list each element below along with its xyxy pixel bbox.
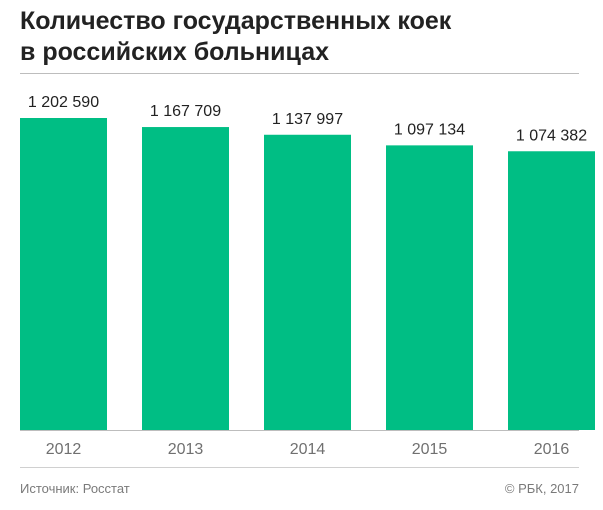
x-tick-label-2015: 2015	[412, 441, 448, 458]
copyright-note: © РБК, 2017	[504, 481, 579, 496]
source-note: Источник: Росстат	[20, 481, 130, 496]
bar-2016	[508, 151, 595, 431]
bar-chart: 1 202 590 2012 1 167 709 2013 1 137 997 2014 1…	[20, 94, 595, 458]
bar-2014	[264, 134, 351, 431]
value-label-2015: 1 097 134	[394, 121, 465, 138]
chart-title-line-1: Количество государственных коек	[20, 7, 452, 35]
value-label-2016: 1 074 382	[516, 127, 587, 144]
value-label-2014: 1 137 997	[272, 111, 343, 128]
title-divider	[20, 73, 579, 74]
value-label-2012: 1 202 590	[28, 94, 99, 111]
x-tick-label-2013: 2013	[168, 441, 204, 458]
x-tick-label-2012: 2012	[46, 441, 82, 458]
x-tick-label-2014: 2014	[290, 441, 326, 458]
chart-title-line-2: в российских больницах	[20, 38, 329, 66]
bar-2012	[20, 118, 107, 430]
bar-2015	[386, 145, 473, 431]
value-label-2013: 1 167 709	[150, 103, 221, 120]
bar-2013	[142, 127, 229, 430]
chart-title: Количество государственных коек в россий…	[20, 6, 580, 68]
x-tick-label-2016: 2016	[534, 441, 570, 458]
footer-divider	[20, 467, 579, 468]
